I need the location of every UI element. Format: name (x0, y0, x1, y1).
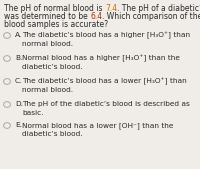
Text: was determined to be: was determined to be (4, 12, 90, 21)
Text: Normal blood has a higher [H₃O⁺] than the: Normal blood has a higher [H₃O⁺] than th… (22, 55, 180, 63)
Text: normal blood.: normal blood. (22, 87, 73, 93)
Text: E.: E. (15, 122, 22, 128)
Text: A.: A. (15, 32, 22, 38)
Text: . The pH of a diabetic’s blood: . The pH of a diabetic’s blood (117, 4, 200, 13)
Text: The diabetic’s blood has a higher [H₃O⁺] than: The diabetic’s blood has a higher [H₃O⁺]… (22, 32, 190, 40)
Text: basic.: basic. (22, 110, 44, 116)
Text: B.: B. (15, 55, 22, 61)
Text: C.: C. (15, 78, 22, 84)
Text: The pH of normal blood is: The pH of normal blood is (4, 4, 105, 13)
Text: The pH of the diabetic’s blood is described as: The pH of the diabetic’s blood is descri… (22, 101, 190, 107)
Text: 7.4: 7.4 (105, 4, 117, 13)
Text: The diabetic’s blood has a lower [H₃O⁺] than: The diabetic’s blood has a lower [H₃O⁺] … (22, 78, 187, 86)
Text: Normal blood has a lower [OH⁻] than the: Normal blood has a lower [OH⁻] than the (22, 122, 173, 129)
Text: diabetic’s blood.: diabetic’s blood. (22, 131, 83, 137)
Text: . Which comparison of these two: . Which comparison of these two (102, 12, 200, 21)
Text: diabetic’s blood.: diabetic’s blood. (22, 64, 83, 70)
Text: 6.4: 6.4 (90, 12, 102, 21)
Text: blood samples is accurate?: blood samples is accurate? (4, 20, 108, 29)
Text: D.: D. (15, 101, 23, 107)
Text: normal blood.: normal blood. (22, 41, 73, 47)
